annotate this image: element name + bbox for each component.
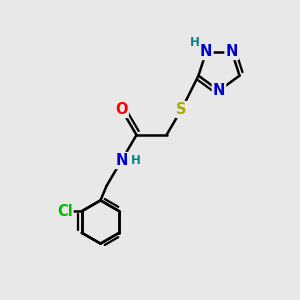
- Text: O: O: [115, 102, 128, 117]
- Text: N: N: [115, 153, 128, 168]
- Text: Cl: Cl: [57, 204, 73, 219]
- Text: N: N: [213, 83, 225, 98]
- Text: S: S: [176, 102, 187, 117]
- Text: H: H: [190, 36, 200, 49]
- Text: N: N: [226, 44, 238, 59]
- Text: N: N: [200, 44, 212, 59]
- Text: H: H: [131, 154, 141, 167]
